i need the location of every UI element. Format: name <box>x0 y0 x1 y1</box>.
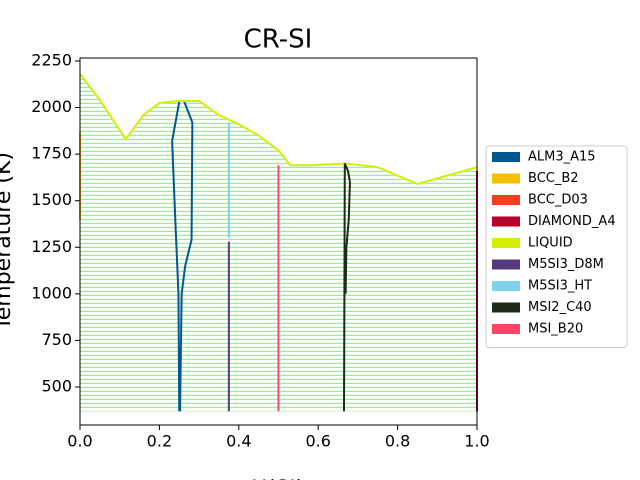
x-tick-label: 0.6 <box>305 432 330 451</box>
y-tick-label: 2000 <box>31 97 72 116</box>
legend-swatch <box>492 195 520 205</box>
legend-box <box>485 145 628 348</box>
y-tick-label: 1250 <box>31 237 72 256</box>
legend-label: MSI2_C40 <box>528 300 592 315</box>
legend-label: BCC_D03 <box>528 193 588 208</box>
phase-boundary <box>79 73 478 185</box>
legend-label: BCC_B2 <box>528 171 579 186</box>
y-tick-label: 750 <box>41 330 72 349</box>
legend-swatch <box>492 238 520 248</box>
legend-swatch <box>492 173 520 184</box>
phase-boundary <box>343 163 351 412</box>
phase-boundary <box>171 100 194 412</box>
legend-swatch <box>492 216 520 227</box>
x-tick-label: 0.0 <box>67 432 92 451</box>
chart-title: CR-SI <box>244 25 313 55</box>
y-axis-label: Temperature (K) <box>0 152 16 331</box>
y-tick-label: 500 <box>41 376 72 395</box>
legend-label: LIQUID <box>528 236 573 251</box>
plot-frame <box>79 57 478 426</box>
legend-swatch <box>492 152 520 162</box>
legend-swatch <box>492 281 520 291</box>
legend-label: M5SI3_HT <box>528 279 592 294</box>
legend-swatch <box>492 324 520 334</box>
legend-label: DIAMOND_A4 <box>528 214 616 229</box>
y-tick-label: 1500 <box>31 190 72 209</box>
legend-swatch <box>492 302 520 313</box>
x-tick-label: 0.8 <box>385 432 410 451</box>
x-tick-label: 0.2 <box>147 432 172 451</box>
x-tick-label: 0.4 <box>226 432 251 451</box>
legend-label: ALM3_A15 <box>528 150 596 165</box>
y-tick-label: 2250 <box>31 50 72 69</box>
y-tick-label: 1750 <box>31 144 72 163</box>
legend-label: M5SI3_D8M <box>528 257 604 272</box>
x-axis-label: X(SI) <box>252 477 305 480</box>
legend-label: MSI_B20 <box>528 322 583 337</box>
x-tick-label: 1.0 <box>464 432 489 451</box>
y-tick-label: 1000 <box>31 283 72 302</box>
legend-swatch <box>492 259 520 270</box>
